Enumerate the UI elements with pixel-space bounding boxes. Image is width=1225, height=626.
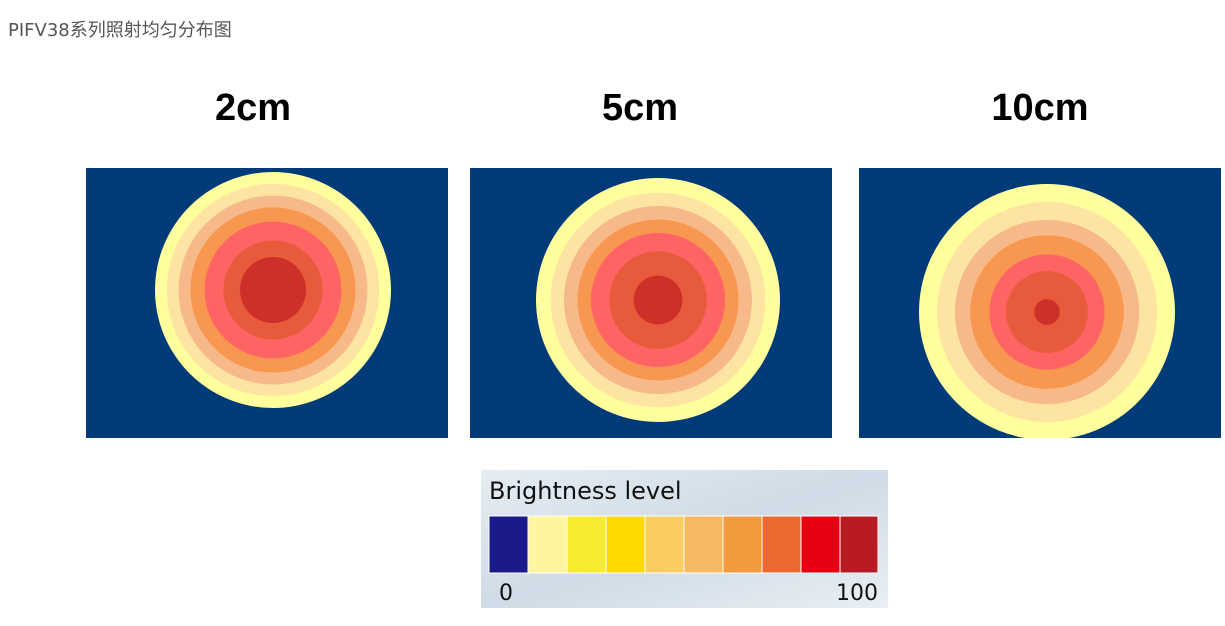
panel-label: 2cm — [215, 87, 291, 129]
swatch — [488, 515, 529, 574]
legend-min: 0 — [499, 581, 513, 606]
page-title: PIFV38系列照射均匀分布图 — [8, 20, 232, 41]
swatch — [761, 515, 802, 574]
legend-max: 100 — [836, 581, 878, 606]
intensity-ring — [1034, 299, 1060, 325]
panel-label: 10cm — [991, 87, 1088, 129]
intensity-ring — [633, 275, 683, 325]
panel-label: 5cm — [602, 87, 678, 129]
swatch — [683, 515, 724, 574]
heatmaps — [86, 168, 1221, 438]
swatch — [605, 515, 646, 574]
heatmap — [86, 168, 448, 438]
heatmap — [859, 168, 1221, 438]
intensity-ring — [239, 256, 307, 324]
legend-title: Brightness level — [489, 477, 682, 505]
swatch — [722, 515, 763, 574]
swatch — [839, 515, 879, 574]
swatch — [527, 515, 568, 574]
legend-swatches — [488, 515, 879, 574]
swatch — [566, 515, 607, 574]
heatmap — [470, 168, 832, 438]
swatch — [644, 515, 685, 574]
swatch — [800, 515, 841, 574]
